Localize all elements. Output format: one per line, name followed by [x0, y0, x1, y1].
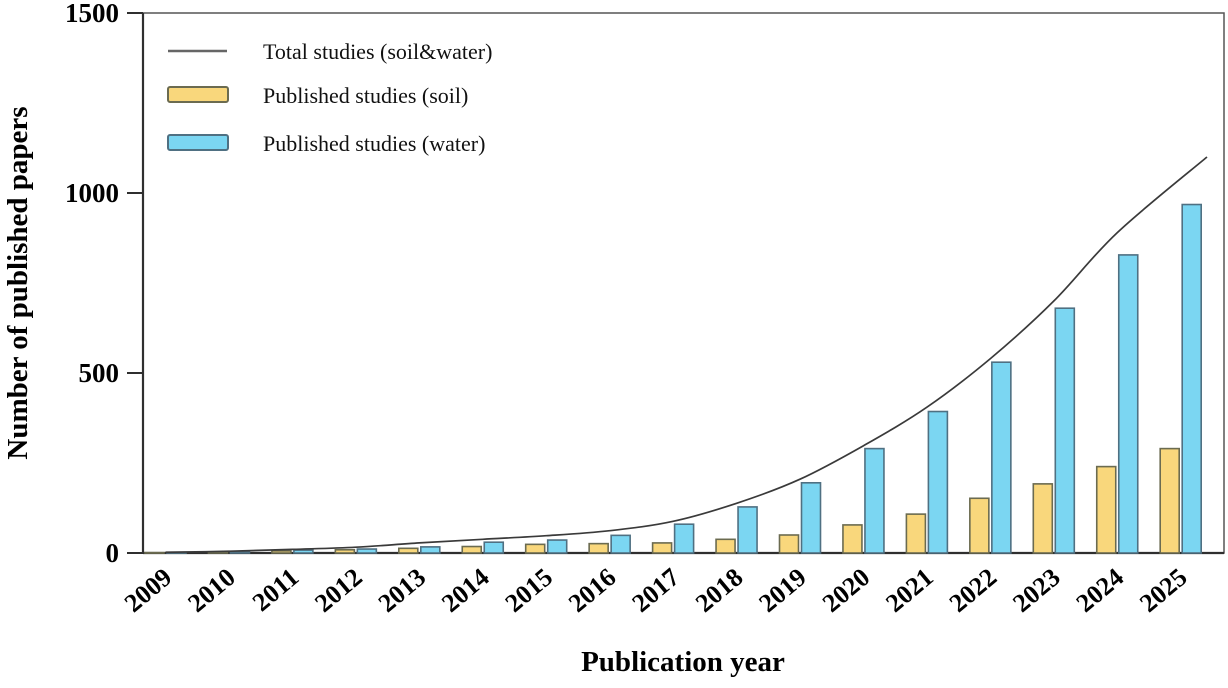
x-tick-label-2014: 2014 [436, 562, 494, 618]
legend: Total studies (soil&water) Published stu… [167, 39, 492, 156]
bar-soil-2024 [1095, 465, 1117, 554]
y-axis-title: Number of published papers [2, 106, 34, 459]
bar-soil-2023 [1032, 483, 1054, 554]
legend-label-water: Published studies (water) [263, 131, 485, 156]
y-tick-label-0: 0 [106, 538, 120, 568]
legend-bar-swatch-water [167, 134, 229, 151]
legend-bar-swatch-soil [167, 86, 229, 103]
bar-water-2018 [737, 506, 758, 554]
x-tick-label-2015: 2015 [500, 562, 558, 618]
bar-water-2025 [1181, 203, 1202, 554]
total-studies-line [165, 156, 1208, 554]
x-tick-label-2017: 2017 [626, 562, 684, 618]
x-tick-label-2012: 2012 [309, 562, 367, 618]
bar-water-2021 [927, 410, 949, 554]
bar-water-2023 [1054, 307, 1076, 554]
x-tick-label-2021: 2021 [880, 562, 938, 618]
y-tick-label-1000: 1000 [65, 178, 119, 208]
bar-water-2011 [293, 549, 314, 554]
bar-soil-2011 [271, 550, 292, 554]
bar-water-2017 [673, 523, 695, 554]
bar-water-2022 [991, 361, 1012, 554]
x-tick-label-2019: 2019 [753, 562, 811, 618]
x-tick-label-2023: 2023 [1007, 562, 1065, 618]
bar-soil-2016 [588, 542, 609, 554]
x-tick-label-2020: 2020 [817, 562, 875, 618]
bar-water-2012 [356, 548, 378, 554]
chart-generated-content: 0 500 1000 1500 2009 2010 2011 2012 2013 2014 2015… [65, 0, 1208, 618]
bar-water-2024 [1117, 254, 1139, 554]
bar-water-2016 [610, 534, 631, 554]
bar-soil-2013 [397, 547, 419, 554]
y-tick-label-1500: 1500 [65, 0, 119, 28]
bar-soil-2014 [461, 545, 483, 554]
bar-soil-2021 [905, 513, 927, 554]
x-tick-label-2010: 2010 [182, 562, 240, 618]
bar-water-2019 [800, 481, 822, 554]
bar-soil-2012 [334, 548, 356, 554]
bar-soil-2020 [842, 524, 863, 554]
x-tick-label-2016: 2016 [563, 562, 621, 618]
bar-soil-2019 [778, 534, 800, 554]
bar-water-2020 [864, 447, 885, 554]
bar-soil-2025 [1159, 447, 1180, 554]
bar-water-2014 [483, 541, 505, 554]
x-axis-title: Publication year [581, 646, 785, 678]
bar-soil-2017 [651, 542, 673, 554]
x-tick-label-2011: 2011 [247, 562, 304, 617]
bar-soil-2018 [715, 538, 736, 554]
x-tick-label-2024: 2024 [1071, 562, 1129, 618]
x-tick-label-2009: 2009 [119, 562, 177, 618]
x-tick-label-2025: 2025 [1134, 562, 1192, 618]
bar-water-2013 [419, 546, 441, 554]
legend-label-total: Total studies (soil&water) [263, 39, 492, 64]
bar-soil-2022 [969, 497, 990, 554]
bar-soil-2015 [524, 543, 546, 554]
y-tick-label-500: 500 [79, 358, 120, 388]
x-tick-label-2013: 2013 [373, 562, 431, 618]
legend-label-soil: Published studies (soil) [263, 83, 468, 108]
x-tick-label-2022: 2022 [944, 562, 1002, 618]
x-tick-label-2018: 2018 [690, 562, 748, 618]
bar-water-2015 [546, 539, 568, 554]
